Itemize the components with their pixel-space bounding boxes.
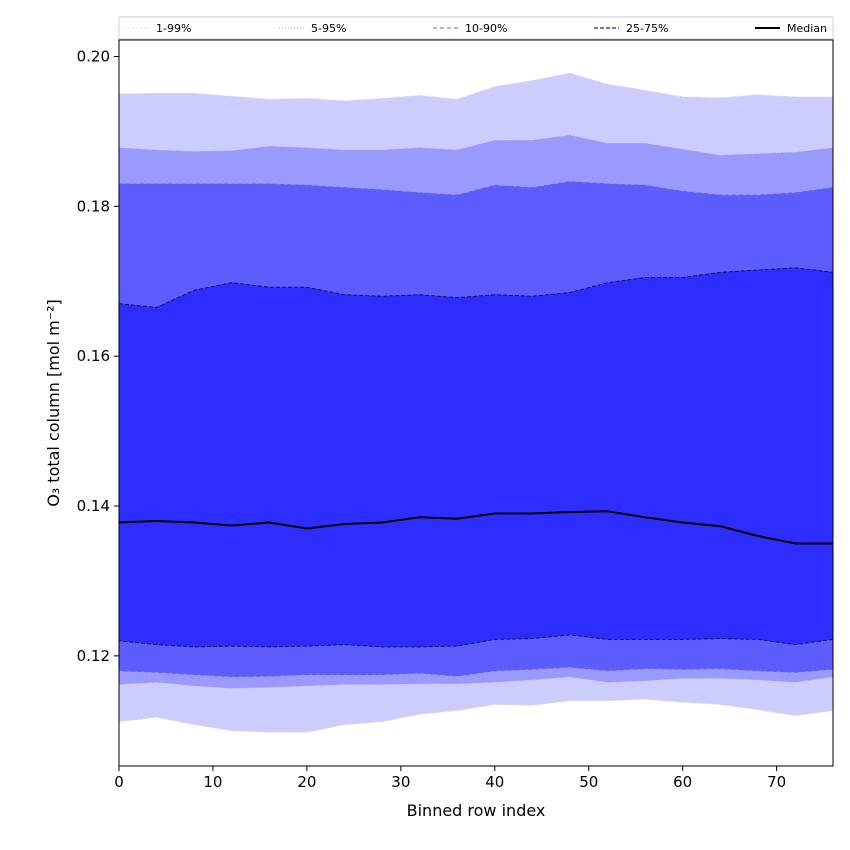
y-tick-label: 0.14 xyxy=(77,497,110,515)
legend-label: Median xyxy=(787,22,827,35)
x-tick-label: 0 xyxy=(114,773,124,791)
legend-label: 25-75% xyxy=(626,22,668,35)
band-upper-edge-25-75% xyxy=(118,267,834,308)
median-line xyxy=(118,510,833,545)
y-tick-label: 0.16 xyxy=(77,347,110,365)
band-lower-edge-10-90% xyxy=(118,666,834,678)
legend-label: 1-99% xyxy=(156,22,191,35)
x-tick-label: 60 xyxy=(673,773,692,791)
band-25-75% xyxy=(119,267,833,647)
x-tick-label: 40 xyxy=(485,773,504,791)
y-tick-label: 0.12 xyxy=(77,647,110,665)
x-tick-label: 70 xyxy=(767,773,786,791)
y-axis: 0.12 0.14 0.16 0.18 0.20 xyxy=(77,47,119,665)
legend-label: 5-95% xyxy=(311,22,346,35)
x-tick-label: 30 xyxy=(391,773,410,791)
y-tick-label: 0.18 xyxy=(77,197,110,215)
legend-label: 10-90% xyxy=(465,22,507,35)
x-axis: 0 10 20 30 40 50 60 70 xyxy=(114,766,786,791)
x-tick-label: 20 xyxy=(297,773,316,791)
legend: 1-99% 5-95% 10-90% 25-75% Median xyxy=(118,16,834,40)
band-lower-edge-1-99% xyxy=(118,698,834,733)
x-axis-label: Binned row index xyxy=(407,801,546,820)
y-tick-label: 0.20 xyxy=(77,47,110,65)
y-axis-label: O₃ total column [mol m⁻²] xyxy=(44,299,63,507)
legend-box xyxy=(118,16,834,40)
band-upper-edge-1-99% xyxy=(118,72,833,102)
median-layer xyxy=(118,510,833,545)
band-upper-edge-10-90% xyxy=(119,181,834,196)
x-tick-label: 50 xyxy=(579,773,598,791)
percentile-bands xyxy=(118,72,834,733)
x-tick-label: 10 xyxy=(203,773,222,791)
plot-frame xyxy=(118,39,834,767)
band-lower-edge-25-75% xyxy=(118,634,834,648)
